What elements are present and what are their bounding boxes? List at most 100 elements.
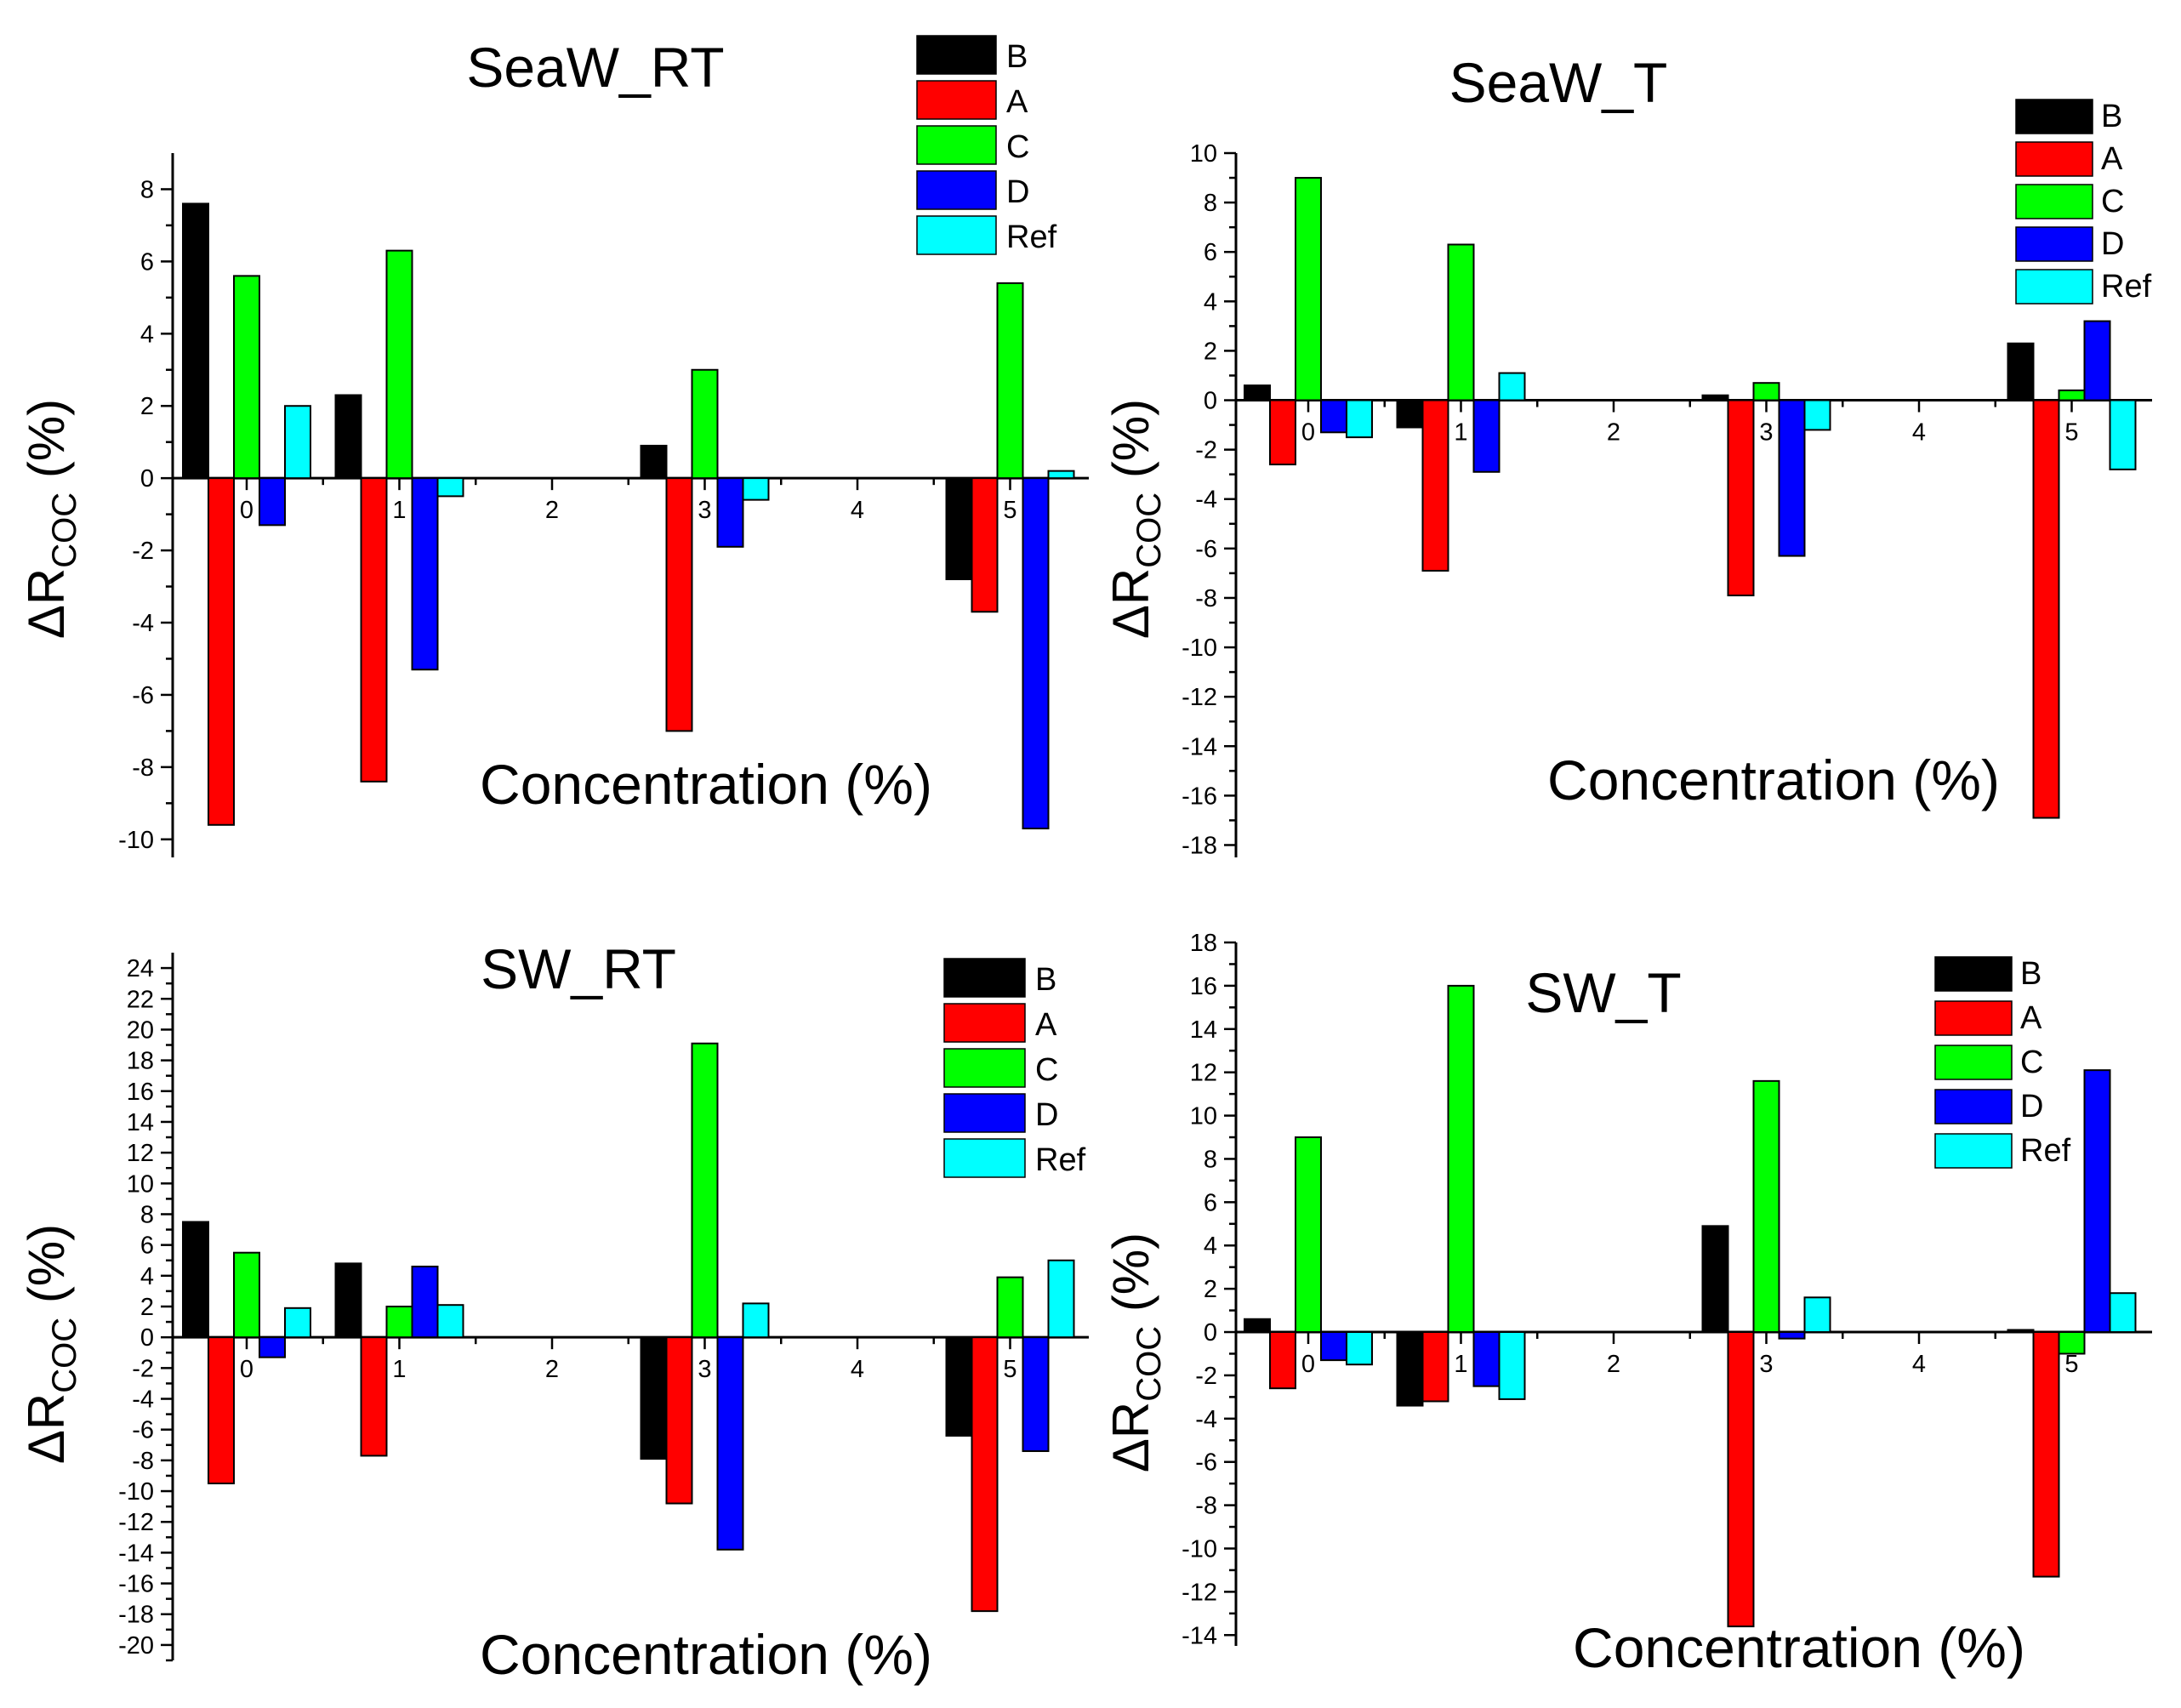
y-tick-label: -10 [1182, 635, 1217, 662]
legend-label: D [2020, 1089, 2043, 1124]
bar-d-1 [411, 1265, 439, 1339]
legend-label: D [1035, 1097, 1058, 1133]
y-tick-label: 12 [1190, 1060, 1217, 1087]
y-tick-label: 12 [127, 1140, 154, 1167]
y-tick-label: 2 [1204, 1276, 1217, 1303]
bar-a-3 [1727, 1331, 1755, 1628]
y-tick-label: 4 [1204, 1233, 1217, 1260]
bar-ref-5 [2109, 1292, 2137, 1334]
y-tick-label: -6 [132, 682, 154, 709]
legend-swatch-d [916, 170, 997, 210]
bar-ref-0 [284, 1307, 311, 1339]
legend-swatch-a [1934, 1000, 2013, 1036]
bar-c-3 [691, 1042, 719, 1339]
bar-b-1 [334, 394, 362, 480]
bar-ref-1 [436, 477, 464, 498]
bar-c-5 [996, 1276, 1024, 1339]
bar-b-5 [2007, 342, 2035, 401]
y-tick-label: 10 [127, 1170, 154, 1198]
bar-a-5 [2032, 399, 2060, 819]
bar-ref-3 [742, 477, 770, 501]
bar-c-1 [385, 249, 413, 480]
bar-a-0 [208, 1336, 235, 1485]
bar-d-0 [259, 477, 286, 527]
bar-c-1 [1447, 984, 1475, 1334]
x-axis-title: Concentration (%) [1547, 749, 2000, 811]
y-tick-label: -2 [1195, 437, 1217, 464]
x-tick-label: 0 [240, 1356, 253, 1383]
bar-a-0 [1269, 1331, 1296, 1390]
y-tick-label: -2 [1195, 1363, 1217, 1390]
x-tick-label: 0 [1301, 419, 1315, 447]
x-tick-label: 4 [1912, 419, 1926, 447]
x-tick-label: 3 [698, 1356, 711, 1383]
legend-swatch-ref [1934, 1133, 2013, 1169]
bar-d-0 [1320, 1331, 1347, 1362]
y-tick-label: -4 [132, 610, 154, 637]
x-axis-title: Concentration (%) [480, 1623, 932, 1686]
y-tick-label: -6 [1195, 1449, 1217, 1477]
legend-swatch-ref [2015, 269, 2093, 305]
y-tick-label: 8 [140, 1201, 154, 1228]
bar-c-5 [996, 282, 1024, 480]
legend-label: A [2101, 141, 2123, 177]
bar-c-3 [1752, 1079, 1780, 1334]
y-tick-label: 6 [1204, 1189, 1217, 1216]
legend-swatch-c [1934, 1045, 2013, 1080]
bar-a-5 [971, 1336, 999, 1613]
y-tick-label: 8 [140, 176, 154, 203]
y-tick-label: -10 [118, 827, 154, 854]
bar-a-5 [2032, 1331, 2060, 1578]
bar-a-1 [1421, 1331, 1449, 1403]
y-tick-label: -10 [118, 1478, 154, 1506]
y-tick-label: -4 [1195, 487, 1217, 514]
x-tick-label: 3 [698, 497, 711, 524]
x-tick-label: 5 [1003, 1356, 1016, 1383]
y-tick-label: -6 [132, 1417, 154, 1444]
bar-ref-5 [1047, 1259, 1075, 1339]
y-axis-title: ΔRCOC (%) [1102, 399, 1168, 639]
x-tick-label: 4 [851, 497, 864, 524]
y-tick-label: -20 [118, 1632, 154, 1660]
bar-d-5 [1022, 477, 1050, 830]
legend-label: A [1006, 84, 1028, 120]
bar-c-0 [233, 275, 260, 480]
bar-b-5 [2007, 1329, 2035, 1334]
legend-label: A [2020, 1000, 2042, 1036]
y-tick-label: -14 [118, 1540, 154, 1567]
legend-label: Ref [2020, 1133, 2071, 1169]
y-tick-label: 4 [140, 1263, 154, 1290]
bar-b-3 [640, 444, 668, 480]
bar-b-5 [945, 1336, 973, 1437]
y-tick-label: 0 [1204, 388, 1217, 415]
y-tick-label: -12 [1182, 684, 1217, 711]
y-tick-label: 10 [1190, 1103, 1217, 1130]
y-tick-label: 16 [1190, 973, 1217, 1000]
y-tick-label: 16 [127, 1079, 154, 1106]
y-tick-label: 20 [127, 1016, 154, 1044]
bar-a-1 [360, 1336, 388, 1457]
y-tick-label: -4 [132, 1386, 154, 1414]
x-tick-label: 1 [1454, 1351, 1467, 1378]
bar-b-0 [1244, 1318, 1271, 1334]
legend-swatch-c [916, 125, 997, 165]
chart-title: SeaW_RT [466, 36, 724, 99]
legend-label: Ref [1035, 1142, 1086, 1178]
bar-d-3 [716, 1336, 744, 1551]
y-tick-label: -18 [118, 1602, 154, 1629]
bar-a-3 [665, 1336, 693, 1505]
legend-swatch-d [943, 1093, 1026, 1133]
bar-ref-1 [1498, 1331, 1526, 1400]
y-tick-label: 6 [140, 1233, 154, 1260]
bar-c-5 [2058, 389, 2086, 401]
legend-swatch-b [943, 958, 1026, 998]
bar-b-0 [1244, 384, 1271, 401]
bar-d-5 [2083, 1069, 2111, 1334]
bar-d-3 [1778, 1331, 1806, 1340]
bar-ref-3 [1803, 1296, 1831, 1334]
y-tick-label: -14 [1182, 1622, 1217, 1649]
legend-swatch-d [2015, 226, 2093, 262]
bar-a-0 [208, 477, 235, 826]
